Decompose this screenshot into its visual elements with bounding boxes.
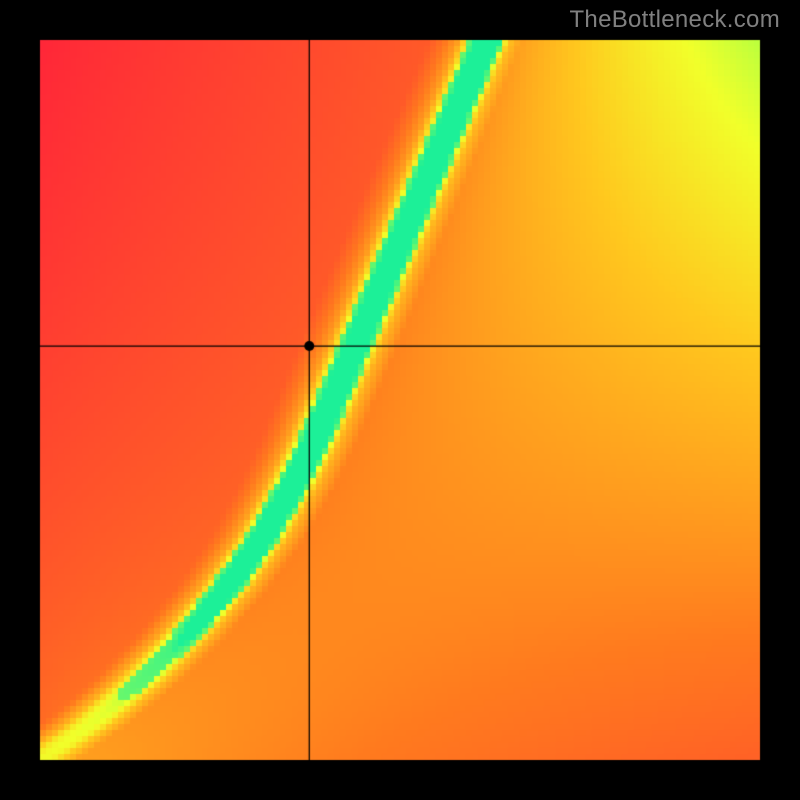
heatmap-canvas: [0, 0, 800, 800]
chart-outer: TheBottleneck.com: [0, 0, 800, 800]
watermark-text: TheBottleneck.com: [569, 6, 780, 34]
